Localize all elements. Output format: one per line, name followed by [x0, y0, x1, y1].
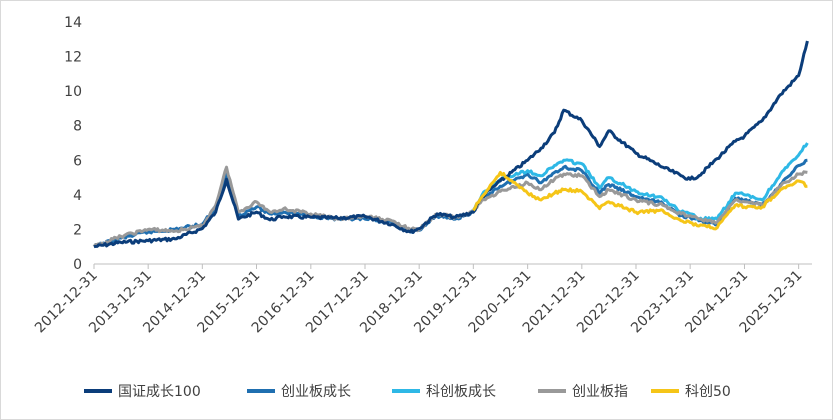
- x-axis-ticks: 2012-12-312013-12-312014-12-312015-12-31…: [32, 264, 805, 336]
- y-tick-label: 12: [64, 50, 82, 66]
- legend-label: 科创板成长: [426, 384, 496, 400]
- series-line: [92, 165, 808, 248]
- legend-label: 创业板成长: [281, 384, 351, 400]
- y-axis-ticks: 0 2 4 6 8 10 12 14: [64, 15, 82, 273]
- y-tick-label: 2: [73, 222, 82, 238]
- series-lines: [92, 40, 809, 249]
- series-line: [472, 142, 809, 222]
- legend-label: 国证成长100: [118, 384, 201, 400]
- legend-label: 创业板指: [572, 384, 628, 400]
- y-tick-label: 0: [73, 257, 82, 273]
- y-tick-label: 14: [64, 15, 82, 31]
- y-tick-label: 4: [73, 188, 82, 204]
- y-tick-label: 8: [73, 119, 82, 135]
- legend-label: 科创50: [685, 384, 731, 400]
- legend: 国证成长100 创业板成长 科创板成长 创业板指 科创50: [84, 384, 731, 400]
- y-tick-label: 6: [73, 153, 82, 169]
- series-line: [93, 40, 809, 249]
- series-line: [472, 170, 808, 231]
- y-tick-label: 10: [64, 84, 82, 100]
